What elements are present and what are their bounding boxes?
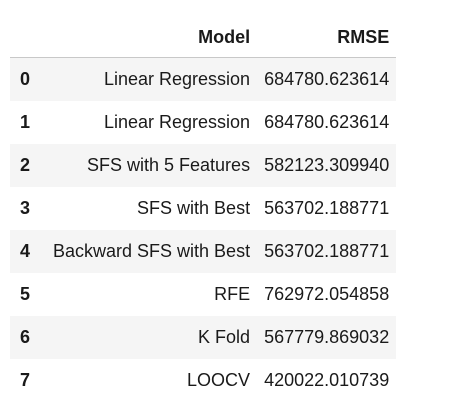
model-cell: K Fold bbox=[198, 326, 251, 347]
row-index: 6 bbox=[20, 326, 31, 347]
rmse-cell: 684780.623614 bbox=[264, 111, 390, 132]
index-header bbox=[10, 17, 46, 58]
row-index: 0 bbox=[20, 68, 31, 89]
row-index: 5 bbox=[20, 283, 31, 304]
table-row: 3 SFS with Best 563702.188771 bbox=[10, 187, 396, 230]
model-cell: Backward SFS with Best bbox=[53, 240, 251, 261]
table-row: 2 SFS with 5 Features 582123.309940 bbox=[10, 143, 397, 187]
model-cell: LOOCV bbox=[187, 369, 251, 390]
rmse-cell: 563702.188771 bbox=[264, 197, 390, 218]
row-index: 7 bbox=[20, 369, 31, 390]
row-index: 1 bbox=[20, 111, 31, 132]
table-row: 0 Linear Regression 684780.623614 bbox=[10, 57, 397, 101]
table-row: 5 RFE 762972.054858 bbox=[10, 273, 396, 316]
table-row: 6 K Fold 567779.869032 bbox=[10, 315, 397, 359]
results-table: Model RMSE 0 Linear Regression 684780.62… bbox=[10, 17, 397, 402]
row-index: 2 bbox=[20, 154, 31, 175]
header-row: Model RMSE bbox=[10, 17, 397, 58]
rmse-cell: 762972.054858 bbox=[264, 283, 390, 304]
column-header-rmse: RMSE bbox=[257, 17, 397, 58]
model-cell: RFE bbox=[214, 283, 251, 304]
row-index: 3 bbox=[20, 197, 31, 218]
column-header-model: Model bbox=[46, 17, 258, 58]
table-row: 1 Linear Regression 684780.623614 bbox=[10, 101, 396, 144]
model-cell: Linear Regression bbox=[103, 111, 251, 132]
rmse-cell: 684780.623614 bbox=[264, 68, 390, 89]
table-row: 4 Backward SFS with Best 563702.188771 bbox=[10, 229, 397, 273]
model-cell: Linear Regression bbox=[103, 68, 251, 89]
rmse-cell: 582123.309940 bbox=[264, 154, 390, 175]
row-index: 4 bbox=[20, 240, 31, 261]
rmse-cell: 420022.010739 bbox=[264, 369, 390, 390]
model-cell: SFS with 5 Features bbox=[87, 154, 251, 175]
dataframe-output: Model RMSE 0 Linear Regression 684780.62… bbox=[10, 17, 397, 402]
model-cell: SFS with Best bbox=[137, 197, 251, 218]
table-row: 7 LOOCV 420022.010739 bbox=[10, 359, 396, 402]
rmse-cell: 563702.188771 bbox=[264, 240, 390, 261]
rmse-cell: 567779.869032 bbox=[264, 326, 390, 347]
